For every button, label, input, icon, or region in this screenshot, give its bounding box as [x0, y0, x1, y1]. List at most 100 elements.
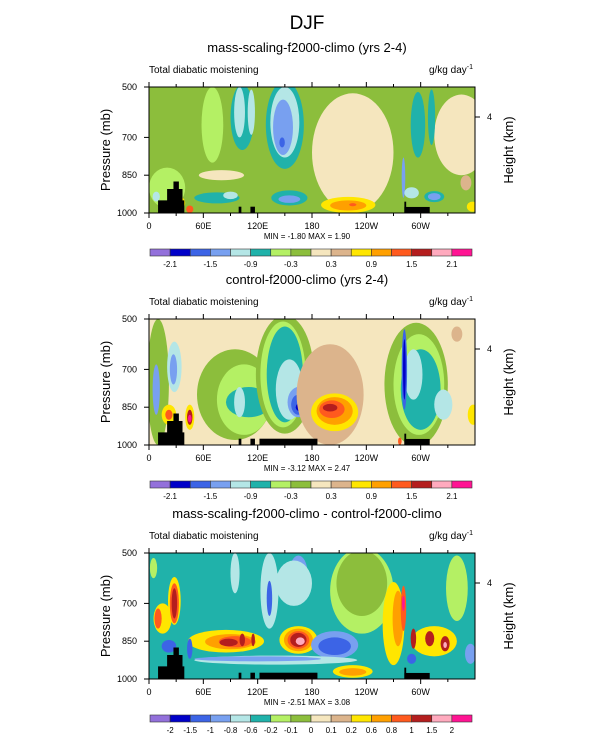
- contour-region: [451, 326, 463, 342]
- colorbar-label: -0.6: [244, 726, 258, 735]
- x-tick-label: 60E: [195, 687, 211, 697]
- colorbar: -2 -1.5 -1 -0.8 -0.6 -0.2 -0.1 0 0.1 0.2 0.6 0.8 1 1.…: [149, 714, 473, 735]
- colorbar-swatch: [391, 248, 412, 257]
- x-tick-label: 120E: [247, 687, 268, 697]
- x-tick-label: 180: [304, 453, 319, 463]
- contour-region: [465, 643, 475, 664]
- colorbar-swatch: [250, 480, 272, 489]
- colorbar-label: -2: [167, 726, 175, 735]
- contour-region: [410, 628, 417, 649]
- colorbar-swatch: [371, 714, 392, 723]
- x-tick-label: 120E: [247, 221, 268, 231]
- y-right-tick-label: 4: [487, 578, 492, 588]
- y-tick-label: 1000: [117, 208, 137, 218]
- units-label: g/kg day-1: [429, 296, 473, 308]
- terrain-mask: [404, 433, 407, 445]
- units-label: g/kg day-1: [429, 64, 473, 76]
- colorbar-label: 0.9: [366, 260, 378, 269]
- contour-field: [149, 87, 475, 213]
- contour-region: [152, 191, 160, 202]
- colorbar-swatch: [230, 480, 251, 489]
- colorbar-label: -0.3: [284, 492, 298, 501]
- panel-title: mass-scaling-f2000-climo (yrs 2-4): [207, 40, 406, 55]
- colorbar-swatch: [330, 714, 352, 723]
- terrain-mask: [250, 672, 255, 679]
- contour-region: [198, 170, 245, 181]
- contour-region: [312, 93, 394, 212]
- y-right-tick-label: 4: [487, 112, 492, 122]
- terrain-mask: [259, 438, 318, 445]
- colorbar-label: 0: [309, 726, 314, 735]
- panel-3: mass-scaling-f2000-climo - control-f2000…: [98, 506, 516, 735]
- contour-region: [171, 588, 178, 619]
- colorbar-swatch: [431, 480, 453, 489]
- contour-region: [349, 203, 357, 207]
- contour-region: [223, 191, 238, 200]
- colorbar-swatch: [210, 714, 231, 723]
- colorbar-swatch: [290, 248, 312, 257]
- x-tick-label: 60E: [195, 221, 211, 231]
- contour-region: [247, 89, 255, 135]
- contour-region: [154, 608, 162, 629]
- y-tick-label: 850: [122, 636, 137, 646]
- contour-region: [336, 553, 388, 616]
- contour-region: [398, 437, 402, 445]
- colorbar-swatch: [310, 480, 332, 489]
- colorbar-label: 2.1: [446, 492, 458, 501]
- contour-field: [149, 319, 475, 445]
- x-tick-label: 0: [146, 453, 151, 463]
- x-tick-label: 180: [304, 221, 319, 231]
- colorbar-swatch: [451, 714, 473, 723]
- colorbar-label: 0.3: [326, 492, 338, 501]
- contour-field: [149, 553, 475, 679]
- contour-region: [169, 354, 178, 385]
- colorbar-swatch: [149, 714, 171, 723]
- colorbar-swatch: [250, 248, 272, 257]
- contour-region: [467, 404, 475, 425]
- x-tick-label: 120W: [355, 687, 379, 697]
- colorbar-swatch: [189, 714, 211, 723]
- colorbar-swatch: [270, 248, 292, 257]
- y-axis-label: Pressure (mb): [98, 109, 113, 191]
- units-label: g/kg day-1: [429, 530, 473, 542]
- colorbar-label: 1: [409, 726, 414, 735]
- colorbar-label: 2: [450, 726, 455, 735]
- colorbar-swatch: [189, 480, 211, 489]
- y-axis-label: Pressure (mb): [98, 575, 113, 657]
- colorbar-swatch: [250, 714, 272, 723]
- colorbar-label: 2.1: [446, 260, 458, 269]
- colorbar-label: -2.1: [163, 492, 177, 501]
- colorbar-swatch: [411, 480, 433, 489]
- colorbar-label: -0.2: [264, 726, 278, 735]
- y-tick-label: 850: [122, 402, 137, 412]
- terrain-mask: [238, 206, 242, 213]
- contour-region: [161, 639, 177, 653]
- colorbar-swatch: [371, 480, 392, 489]
- colorbar: -2.1 -1.5 -0.9 -0.3 0.3 0.9 1.5 2.1: [149, 480, 473, 501]
- terrain-mask: [158, 647, 185, 679]
- colorbar-swatch: [290, 480, 312, 489]
- colorbar-swatch: [270, 714, 292, 723]
- colorbar-label: -0.9: [244, 492, 258, 501]
- colorbar-swatch: [350, 248, 372, 257]
- contour-region: [295, 637, 305, 645]
- y-axis-label-right: Height (km): [501, 348, 516, 415]
- terrain-mask: [259, 672, 318, 679]
- colorbar-label: -2.1: [163, 260, 177, 269]
- colorbar-swatch: [391, 480, 412, 489]
- y-tick-label: 500: [122, 548, 137, 558]
- contour-region: [275, 560, 312, 606]
- colorbar-label: 0.8: [386, 726, 398, 735]
- left-string: Total diabatic moistening: [149, 297, 259, 308]
- contour-region: [318, 637, 351, 656]
- colorbar-swatch: [169, 480, 191, 489]
- contour-region: [403, 339, 406, 400]
- contour-region: [392, 590, 404, 647]
- panel-1: mass-scaling-f2000-climo (yrs 2-4) Total …: [98, 40, 516, 269]
- terrain-mask: [238, 672, 242, 679]
- colorbar-label: 0.3: [326, 260, 338, 269]
- terrain-mask: [158, 181, 185, 213]
- contour-region: [339, 668, 367, 676]
- contour-region: [266, 580, 273, 616]
